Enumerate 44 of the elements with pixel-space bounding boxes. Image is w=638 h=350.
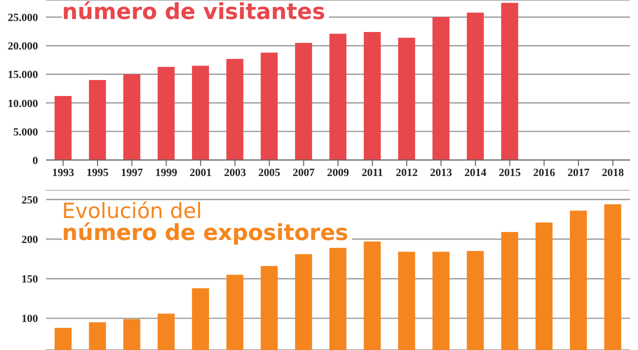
x-tick-label: 1997	[120, 166, 144, 179]
bar	[226, 58, 244, 160]
bar	[398, 38, 416, 160]
bar	[329, 34, 346, 160]
bar	[432, 17, 450, 160]
chart-title: Evolución del	[62, 199, 203, 223]
y-tick-label: 15.000	[8, 69, 38, 82]
x-tick-label: 2009	[327, 166, 350, 179]
bar	[260, 52, 278, 160]
x-tick-label: 2017	[567, 166, 590, 179]
bar	[295, 42, 312, 160]
bar	[364, 32, 381, 160]
x-tick-label: 2012	[396, 166, 418, 179]
chart-subtitle: número de visitantes	[62, 0, 330, 25]
y-tick-label: 10.000	[8, 98, 38, 110]
x-tick-label: 1999	[155, 166, 178, 179]
bar	[123, 74, 140, 160]
x-tick-label: 2018	[602, 166, 624, 179]
x-tick-label: 2011	[362, 166, 384, 179]
bar	[501, 2, 518, 160]
bar	[158, 66, 175, 160]
y-tick-label: 5.000	[13, 126, 38, 138]
x-tick-label: 2014	[464, 166, 487, 179]
y-tick-label: 150	[22, 274, 38, 286]
x-tick-label: 2005	[258, 166, 281, 179]
text: número de expositores	[62, 221, 352, 246]
y-tick-label: 250	[22, 194, 38, 206]
x-tick-label: 2007	[292, 166, 316, 179]
y-tick-label: 25.000	[8, 12, 38, 24]
y-tick-label: 0	[32, 154, 38, 167]
bar	[466, 12, 484, 160]
x-tick-label: 1995	[86, 166, 110, 179]
x-tick-label: 1993	[52, 166, 75, 179]
x-tick-label: 2001	[190, 166, 212, 179]
bar	[192, 66, 209, 160]
x-tick-label: 2016	[533, 166, 556, 179]
y-tick-label: 20.000	[8, 40, 38, 53]
x-tick-label: 2013	[430, 166, 453, 179]
bar	[88, 80, 106, 160]
y-tick-label: 200	[22, 234, 38, 246]
y-tick-label: 100	[22, 313, 38, 326]
x-tick-label: 2003	[224, 166, 246, 179]
x-tick-label: 2015	[498, 166, 522, 179]
bar	[54, 96, 72, 160]
